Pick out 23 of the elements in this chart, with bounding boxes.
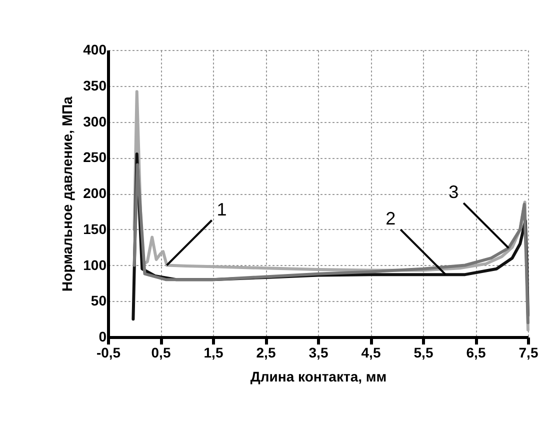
y-axis-title: Нормальное давление, МПа	[59, 96, 76, 292]
x-axis-title: Длина контакта, мм	[250, 368, 387, 384]
x-tick-label: 1,5	[204, 344, 224, 360]
y-tick-label: 50	[90, 292, 107, 309]
y-tick-label: 250	[83, 149, 107, 166]
y-tick-label: 100	[83, 256, 107, 273]
annotation: 1	[216, 199, 227, 220]
x-tick-label: 4,5	[361, 344, 381, 360]
annotation: 2	[386, 208, 396, 229]
y-tick-label: 150	[83, 220, 107, 237]
x-tick-label: 7,5	[518, 344, 538, 360]
y-tick-label: 400	[83, 42, 107, 58]
x-tick-label: 3,5	[308, 344, 328, 360]
y-tick-label: 200	[83, 185, 107, 201]
x-tick-label: 5,5	[414, 344, 434, 360]
x-tick-label: 6,5	[466, 344, 486, 360]
x-tick-label: 2,5	[256, 344, 276, 360]
y-tick-label: 350	[83, 77, 107, 94]
y-tick-label: 0	[98, 328, 107, 344]
x-tick-label: 0,5	[151, 344, 171, 360]
x-tick-label: -0,5	[96, 344, 121, 360]
y-tick-label: 300	[83, 113, 107, 130]
annotation: 3	[448, 182, 459, 202]
